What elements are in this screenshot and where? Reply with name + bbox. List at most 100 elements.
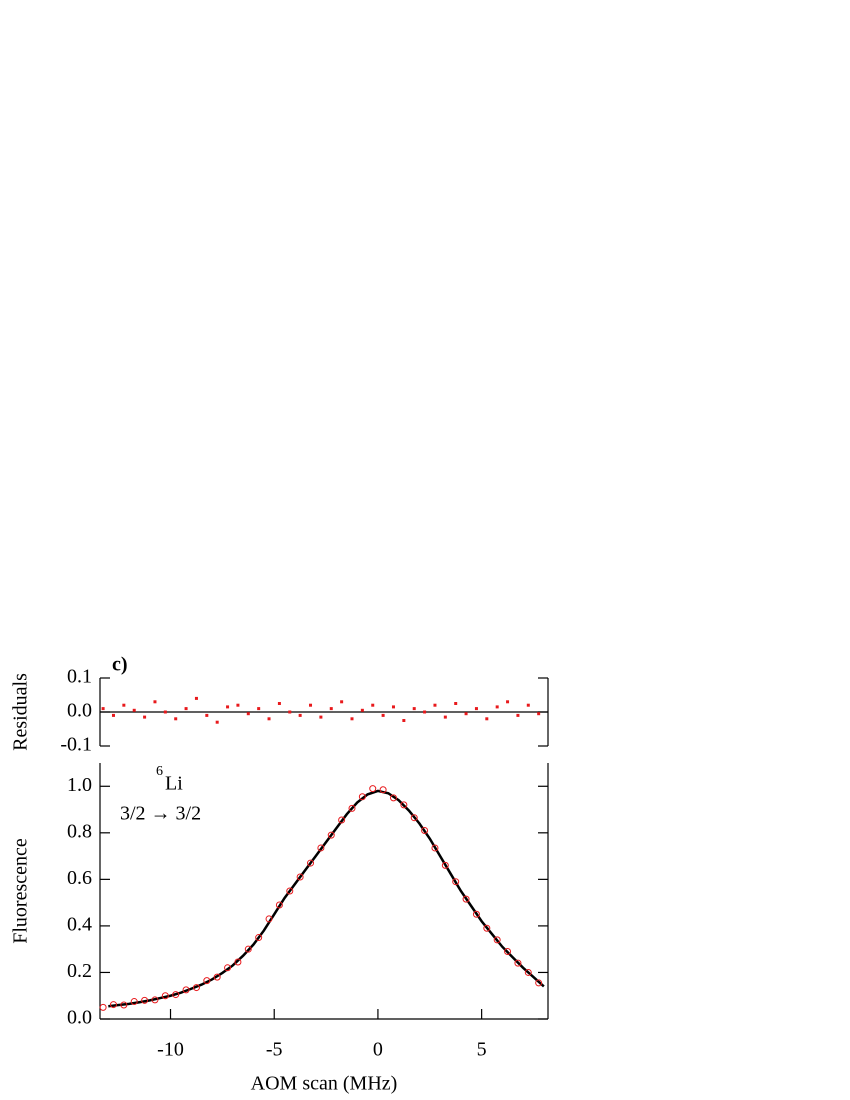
y-tick-label: 0.8 (67, 820, 92, 842)
data-point (143, 715, 147, 719)
data-point (504, 948, 512, 956)
data-point (101, 707, 105, 711)
data-point (454, 702, 458, 705)
data-point (389, 794, 397, 802)
annotation-superscript: 6 (156, 764, 163, 779)
data-point (99, 1003, 107, 1011)
data-point (350, 717, 354, 721)
x-tick-label: 5 (477, 1039, 487, 1061)
data-point (412, 707, 416, 711)
data-point (441, 861, 449, 869)
data-point (327, 831, 335, 839)
data-point (329, 707, 333, 711)
y-tick-label: 0.6 (67, 867, 92, 889)
data-point (194, 696, 198, 700)
y-axis-label: Fluorescence (10, 838, 32, 944)
data-point (288, 710, 292, 714)
data-point (371, 703, 375, 707)
data-point (203, 977, 211, 985)
data-point (307, 859, 315, 867)
data-point (358, 793, 366, 801)
data-point (130, 998, 138, 1006)
data-point (275, 901, 283, 909)
data-point (122, 703, 126, 707)
data-point (340, 700, 344, 704)
data-point (493, 936, 501, 944)
data-point (452, 878, 460, 886)
data-point (483, 924, 491, 932)
data-point (109, 1001, 117, 1009)
data-point (215, 720, 219, 724)
data-point (234, 958, 242, 966)
data-point (257, 707, 261, 711)
x-tick-label: 0 (373, 1039, 383, 1061)
x-tick-label: -10 (157, 1039, 184, 1061)
data-point (537, 712, 541, 716)
data-point (474, 707, 478, 711)
data-point (296, 873, 304, 881)
data-point (192, 984, 200, 992)
data-point (348, 804, 356, 812)
data-point (277, 702, 281, 705)
data-point (265, 915, 273, 923)
data-point (526, 703, 530, 707)
data-point (433, 703, 437, 707)
data-point (309, 703, 313, 707)
data-point (184, 707, 188, 711)
data-point (151, 996, 159, 1004)
x-tick-label: -5 (266, 1039, 283, 1061)
data-point (298, 713, 302, 717)
data-point (141, 996, 149, 1004)
data-point (431, 844, 439, 852)
data-point (443, 715, 447, 719)
data-point (319, 715, 323, 719)
data-point (369, 785, 377, 793)
data-point (172, 991, 180, 999)
data-point (514, 959, 522, 967)
data-point (286, 887, 294, 895)
data-point (255, 934, 263, 942)
data-point (462, 895, 470, 903)
data-point (535, 979, 543, 987)
data-point (472, 910, 480, 918)
data-point (244, 945, 252, 953)
y-tick-label: 0.1 (67, 666, 92, 688)
data-point (163, 710, 167, 714)
data-point (213, 973, 221, 981)
data-point (174, 717, 178, 721)
data-point (381, 713, 385, 717)
x-axis-label: AOM scan (MHz) (251, 1073, 398, 1095)
data-point (421, 826, 429, 834)
data-point (495, 705, 499, 709)
y-tick-label: -0.1 (60, 734, 92, 756)
y-tick-label: 0.2 (67, 960, 92, 982)
data-point (360, 708, 364, 712)
data-point (132, 708, 136, 712)
annotation-isotope: Li (165, 773, 183, 795)
data-point (391, 705, 395, 709)
data-point (236, 703, 240, 707)
panel-label: c) (112, 654, 128, 676)
data-point (516, 713, 520, 717)
data-point (524, 968, 532, 976)
data-point (338, 816, 346, 824)
data-point (224, 964, 232, 972)
data-point (400, 801, 408, 809)
y-tick-label: 1.0 (67, 774, 92, 796)
data-point (226, 705, 230, 709)
data-point (120, 1001, 128, 1009)
data-point (161, 992, 169, 1000)
data-point (205, 713, 209, 717)
y-tick-label: 0.0 (67, 1007, 92, 1029)
data-point (111, 713, 115, 717)
y-tick-label: 0.0 (67, 700, 92, 722)
data-point (506, 700, 510, 704)
data-point (485, 717, 489, 721)
fit-line (108, 789, 545, 1008)
data-point (402, 719, 406, 722)
data-point (182, 986, 190, 994)
data-point (423, 710, 427, 714)
y-axis-label: Residuals (10, 673, 32, 751)
